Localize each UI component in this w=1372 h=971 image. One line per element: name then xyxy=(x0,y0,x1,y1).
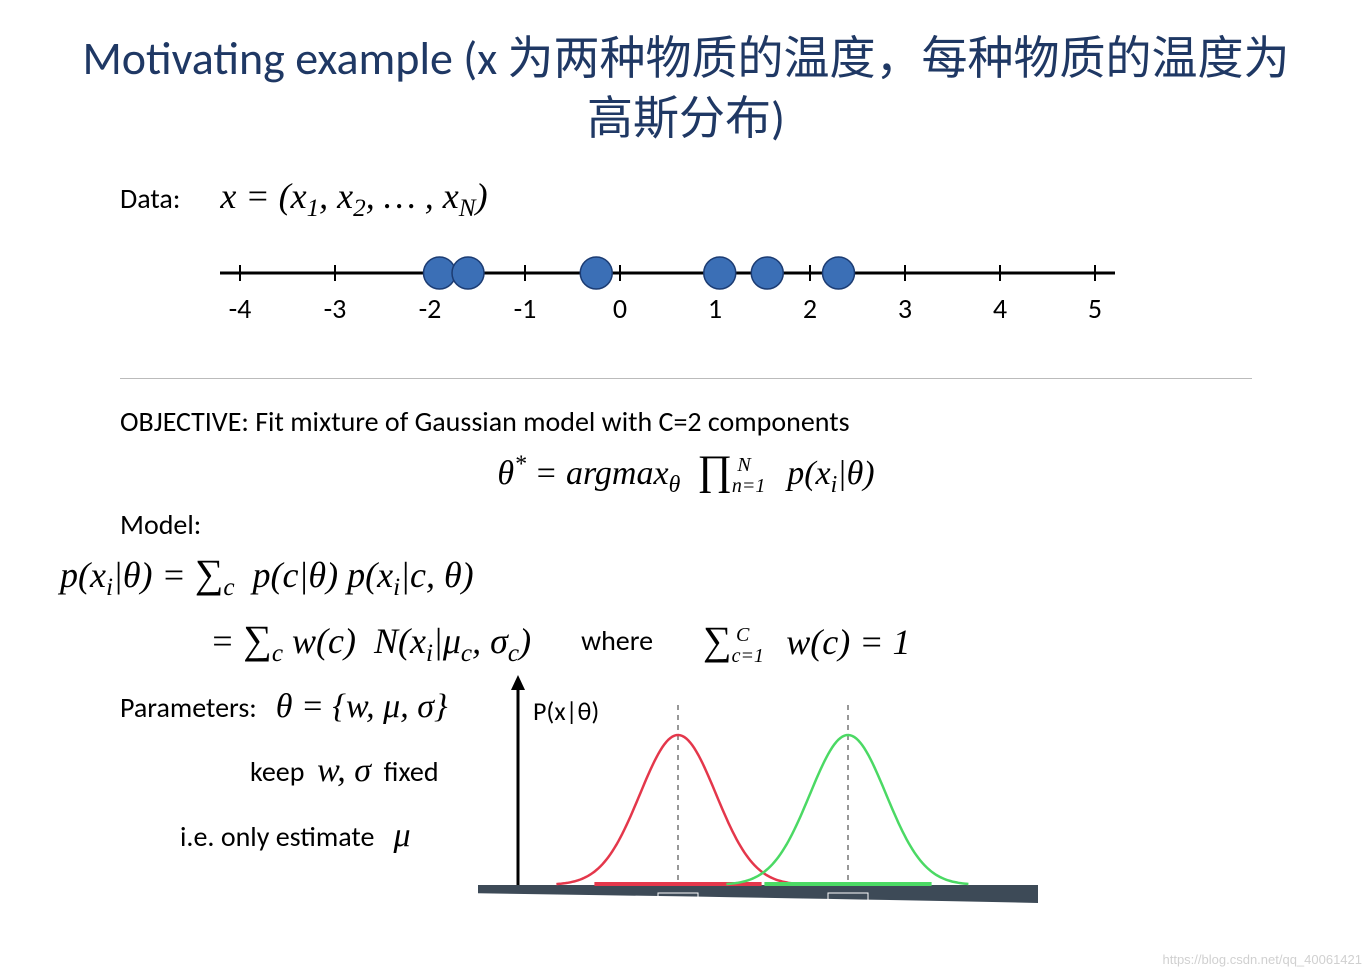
svg-text:0: 0 xyxy=(613,291,627,326)
model-formula: p(xi|θ) = ∑c p(c|θ) p(xi|c, θ) = ∑c w(c)… xyxy=(60,542,1312,675)
objective-text: OBJECTIVE: Fit mixture of Gaussian model… xyxy=(120,404,1312,439)
svg-text:μ₂: μ₂ xyxy=(836,892,859,921)
svg-text:5: 5 xyxy=(1088,291,1102,326)
model-label: Model: xyxy=(120,507,1272,542)
data-formula: x = (x1, x2, … , xN) xyxy=(220,175,487,223)
gaussian-plot: P(x|θ) μ₁ μ₂ xyxy=(478,675,1038,940)
svg-text:μ₁: μ₁ xyxy=(666,892,689,921)
where-label: where xyxy=(581,619,653,664)
svg-text:3: 3 xyxy=(898,291,912,326)
params-label: Parameters: xyxy=(120,690,257,725)
argmax-formula: θ* = argmaxθ ∏n=1N p(xi|θ) xyxy=(60,447,1312,499)
watermark: https://blog.csdn.net/qq_40061421 xyxy=(1163,952,1363,967)
page-title: Motivating example (x 为两种物质的温度，每种物质的温度为高… xyxy=(60,30,1312,150)
svg-text:1: 1 xyxy=(708,291,722,326)
svg-text:2: 2 xyxy=(803,291,817,326)
svg-text:-1: -1 xyxy=(514,291,537,326)
data-label: Data: xyxy=(120,181,180,216)
svg-text:P(x|θ): P(x|θ) xyxy=(533,695,599,727)
svg-text:-2: -2 xyxy=(419,291,442,326)
divider xyxy=(120,378,1252,379)
svg-text:-4: -4 xyxy=(229,291,252,326)
numberline: -4 -3 -2 -1 0 1 2 3 4 5 xyxy=(200,238,1312,353)
svg-text:-3: -3 xyxy=(324,291,347,326)
parameters-block: Parameters: θ = {w, μ, σ} keep w, σ fixe… xyxy=(120,675,448,869)
svg-text:4: 4 xyxy=(993,291,1007,326)
